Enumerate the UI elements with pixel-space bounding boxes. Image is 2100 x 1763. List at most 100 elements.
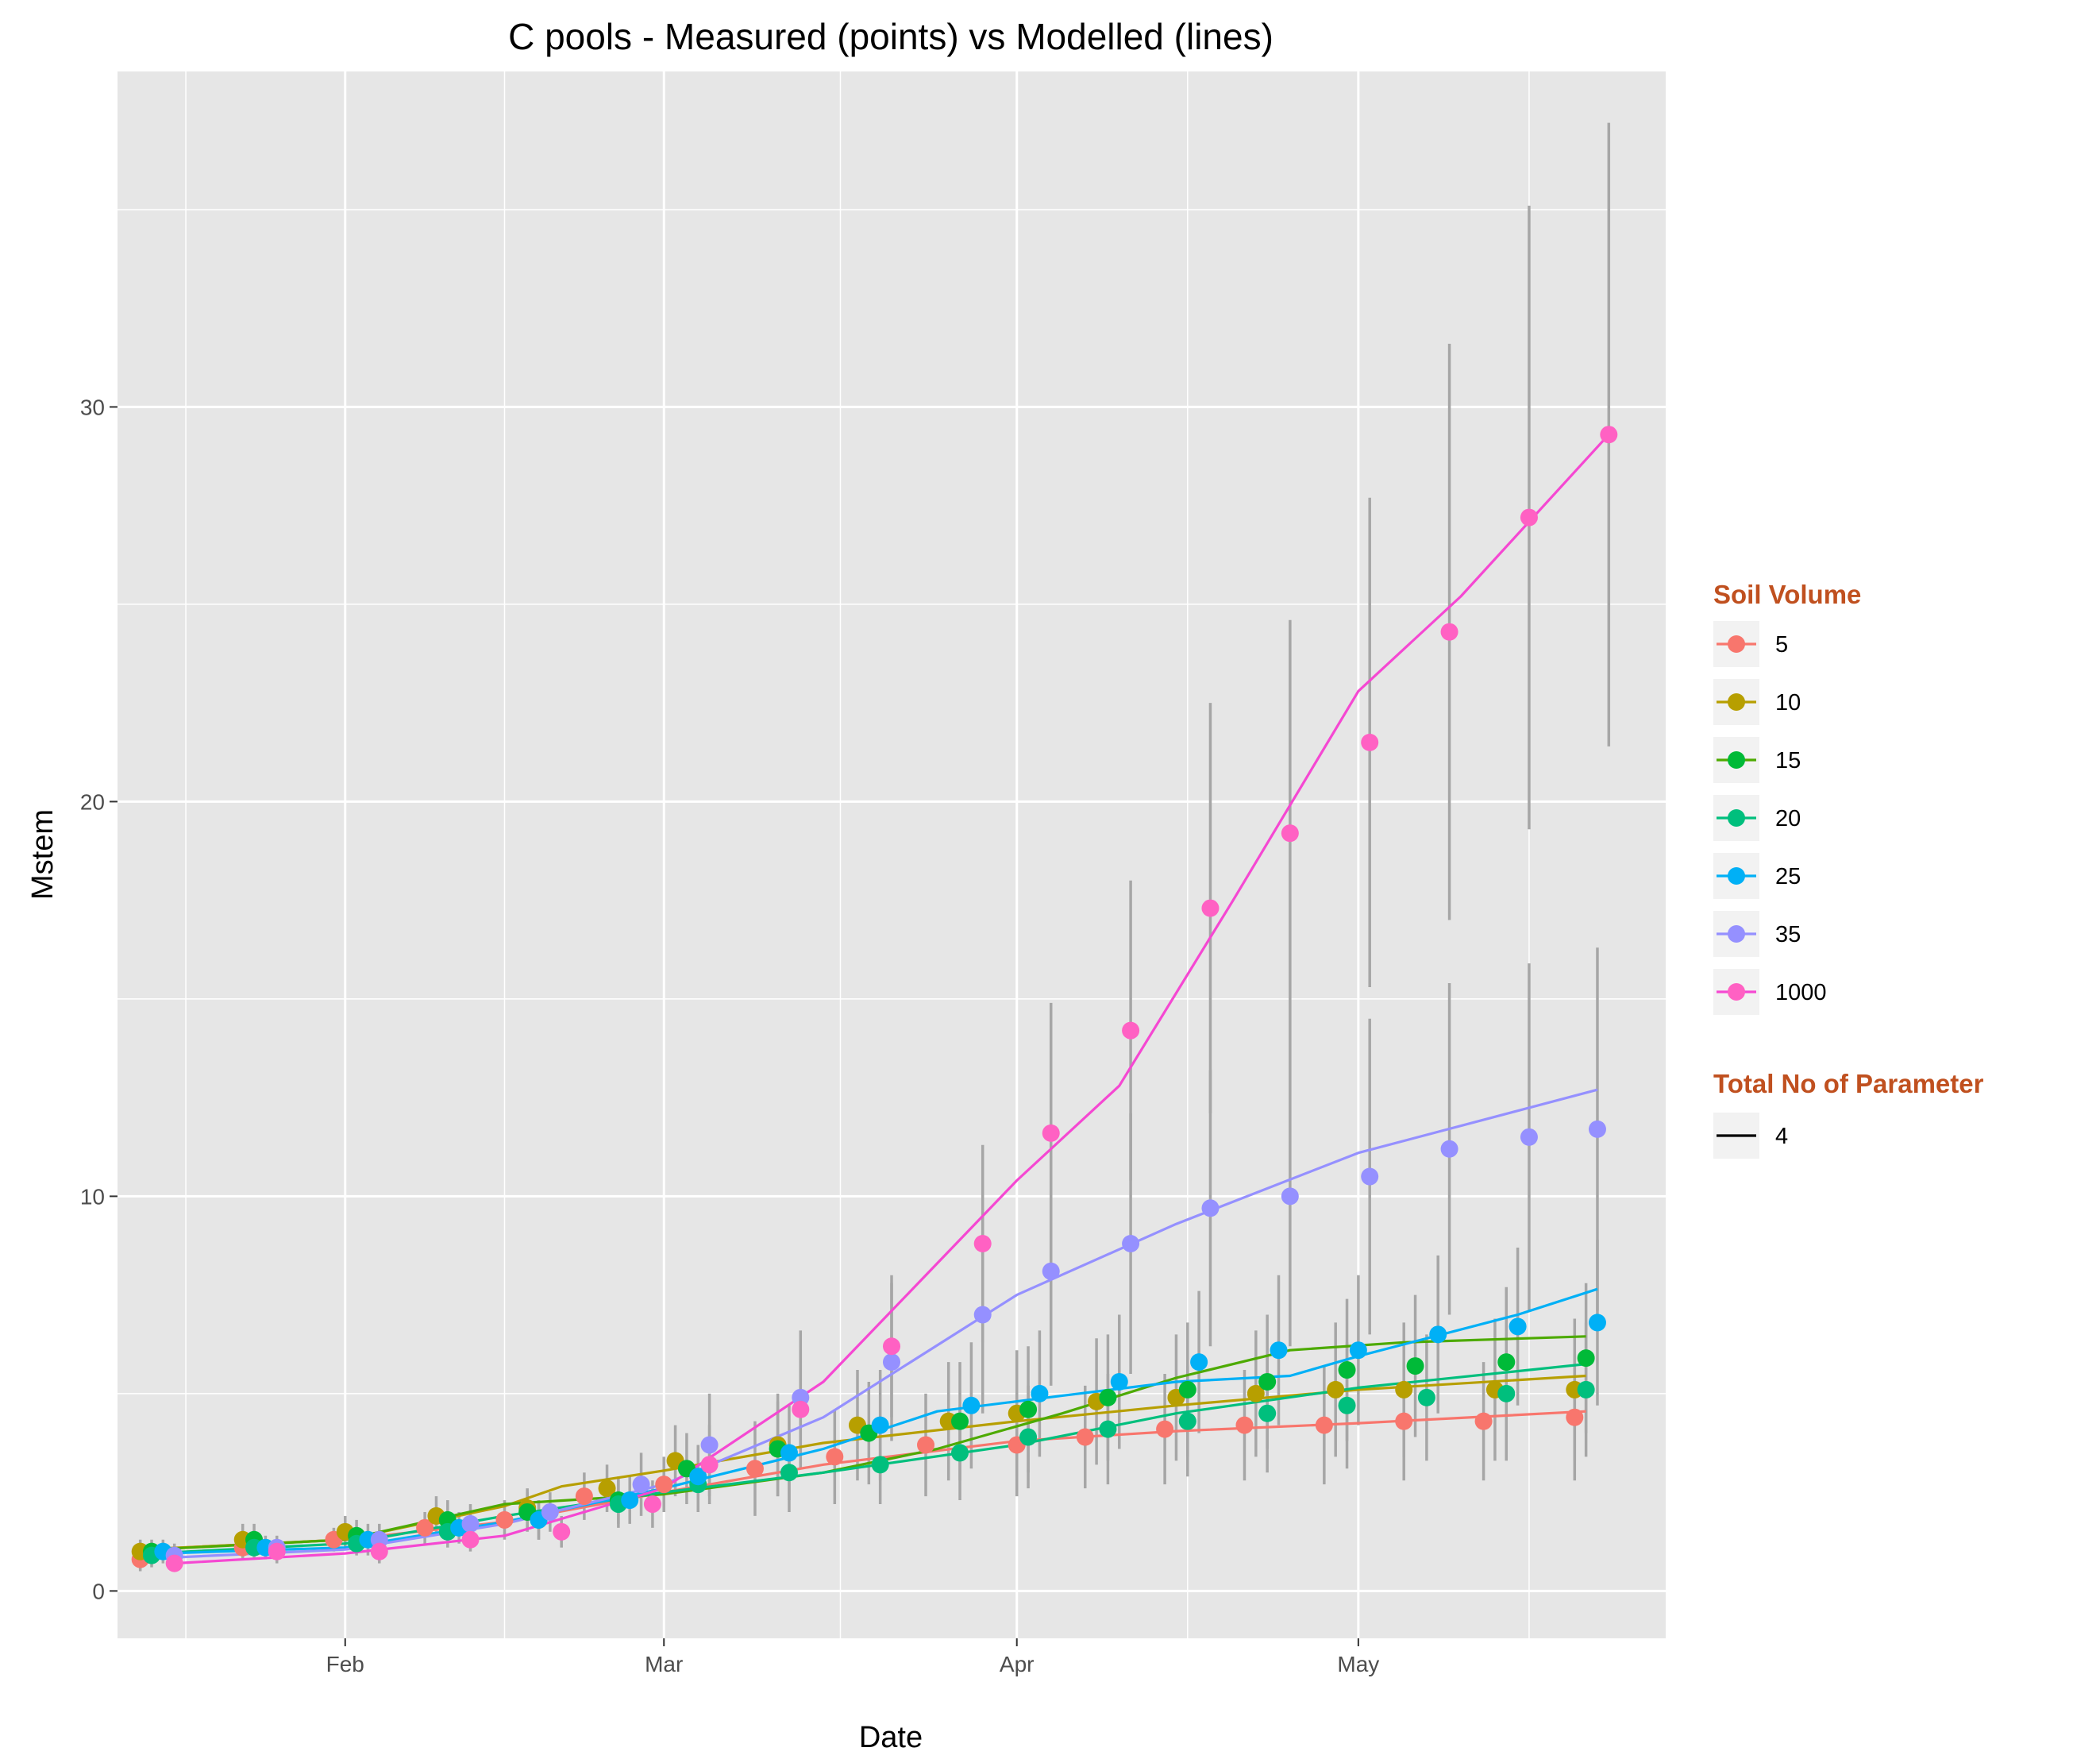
data-point-10 bbox=[1327, 1380, 1345, 1398]
data-point-25 bbox=[1031, 1384, 1049, 1402]
data-point-35 bbox=[461, 1514, 480, 1533]
legend-label-20: 20 bbox=[1775, 806, 1801, 831]
data-point-15 bbox=[1406, 1357, 1424, 1375]
data-point-35 bbox=[1042, 1262, 1060, 1280]
data-point-25 bbox=[1349, 1341, 1367, 1360]
data-point-1000 bbox=[1201, 899, 1220, 917]
data-point-15 bbox=[1258, 1372, 1277, 1391]
data-point-10 bbox=[1395, 1380, 1413, 1398]
data-point-20 bbox=[951, 1444, 969, 1462]
data-point-15 bbox=[1338, 1361, 1356, 1379]
chart-title: C pools - Measured (points) vs Modelled … bbox=[508, 16, 1273, 57]
data-point-5 bbox=[1566, 1408, 1584, 1426]
x-tick-label: Feb bbox=[326, 1652, 364, 1676]
legend-label-10: 10 bbox=[1775, 690, 1801, 716]
data-point-35 bbox=[1361, 1167, 1379, 1186]
data-point-35 bbox=[1281, 1187, 1299, 1206]
legend-key-point bbox=[1728, 983, 1745, 1001]
legend-label-25: 25 bbox=[1775, 864, 1801, 889]
data-point-25 bbox=[1190, 1353, 1208, 1371]
data-point-1000 bbox=[792, 1400, 810, 1418]
x-tick-label: Mar bbox=[645, 1652, 683, 1676]
data-point-20 bbox=[780, 1464, 798, 1482]
legend-title-soil-volume: Soil Volume bbox=[1713, 580, 1861, 609]
x-axis-title: Date bbox=[859, 1721, 923, 1754]
x-tick-label: Apr bbox=[1000, 1652, 1035, 1676]
data-point-35 bbox=[883, 1353, 900, 1371]
model-line-35 bbox=[174, 1088, 1598, 1559]
data-point-20 bbox=[1338, 1396, 1356, 1414]
data-point-5 bbox=[1315, 1416, 1333, 1434]
data-point-20 bbox=[1258, 1404, 1277, 1422]
data-point-25 bbox=[1588, 1314, 1606, 1332]
data-point-35 bbox=[1440, 1140, 1458, 1158]
data-point-35 bbox=[632, 1476, 650, 1494]
legend-key-point bbox=[1728, 751, 1745, 769]
data-point-5 bbox=[1474, 1412, 1493, 1430]
legend-key-point bbox=[1728, 925, 1745, 943]
data-point-1000 bbox=[643, 1495, 661, 1514]
data-point-10 bbox=[598, 1479, 616, 1498]
data-point-1000 bbox=[165, 1554, 183, 1572]
data-point-20 bbox=[871, 1456, 889, 1474]
legend-key-point bbox=[1728, 635, 1745, 653]
data-point-25 bbox=[871, 1416, 889, 1434]
model-line-20 bbox=[151, 1363, 1586, 1555]
y-tick-label: 30 bbox=[80, 395, 105, 419]
legend-key-point bbox=[1728, 867, 1745, 885]
data-point-1000 bbox=[268, 1542, 286, 1560]
data-point-25 bbox=[1509, 1317, 1527, 1336]
legend-key-point bbox=[1728, 693, 1745, 711]
data-point-15 bbox=[1178, 1380, 1196, 1398]
data-point-20 bbox=[1497, 1384, 1516, 1402]
data-point-25 bbox=[689, 1468, 707, 1486]
data-point-1000 bbox=[1042, 1124, 1060, 1142]
data-point-35 bbox=[700, 1436, 719, 1454]
data-point-15 bbox=[951, 1412, 969, 1430]
data-point-35 bbox=[1122, 1235, 1140, 1253]
legend: Soil Volume Total No of Parameter 5 10 15 2… bbox=[1713, 580, 1984, 1159]
data-point-20 bbox=[1577, 1380, 1595, 1398]
data-point-35 bbox=[1588, 1120, 1606, 1138]
data-point-5 bbox=[1076, 1428, 1094, 1446]
legend-label-1000: 1000 bbox=[1775, 980, 1827, 1005]
measured-points bbox=[131, 426, 1618, 1572]
data-point-1000 bbox=[370, 1542, 388, 1560]
data-point-20 bbox=[1019, 1428, 1038, 1446]
data-point-15 bbox=[1577, 1349, 1595, 1368]
data-point-5 bbox=[826, 1448, 844, 1466]
data-point-5 bbox=[1235, 1416, 1254, 1434]
legend-label-4: 4 bbox=[1775, 1124, 1788, 1149]
data-point-5 bbox=[917, 1436, 935, 1454]
legend-key-point bbox=[1728, 809, 1745, 827]
data-point-25 bbox=[962, 1396, 981, 1414]
data-point-1000 bbox=[883, 1337, 900, 1356]
data-point-1000 bbox=[1520, 508, 1538, 527]
data-point-25 bbox=[621, 1491, 639, 1510]
axes: 0 10 20 30 Feb Mar Apr May bbox=[80, 395, 1379, 1676]
data-point-1000 bbox=[1281, 824, 1299, 843]
data-point-15 bbox=[1099, 1388, 1117, 1406]
x-tick-label: May bbox=[1337, 1652, 1379, 1676]
y-tick-label: 10 bbox=[80, 1184, 105, 1209]
data-point-5 bbox=[416, 1518, 434, 1537]
legend-label-35: 35 bbox=[1775, 922, 1801, 947]
data-point-5 bbox=[575, 1487, 593, 1506]
data-point-15 bbox=[1497, 1353, 1516, 1371]
legend-label-15: 15 bbox=[1775, 748, 1801, 773]
data-point-25 bbox=[780, 1444, 798, 1462]
legend-title-total-no-of-parameter: Total No of Parameter bbox=[1713, 1069, 1984, 1098]
data-point-1000 bbox=[553, 1522, 571, 1541]
data-point-1000 bbox=[700, 1456, 719, 1474]
data-point-1000 bbox=[1600, 426, 1618, 444]
data-point-20 bbox=[1178, 1412, 1196, 1430]
data-point-1000 bbox=[1122, 1021, 1140, 1040]
data-point-5 bbox=[495, 1510, 514, 1529]
data-point-10 bbox=[1247, 1384, 1265, 1402]
y-tick-label: 0 bbox=[92, 1579, 105, 1603]
y-axis-title: Mstem bbox=[26, 809, 60, 900]
data-point-25 bbox=[1429, 1325, 1447, 1344]
data-point-15 bbox=[1019, 1400, 1038, 1418]
data-point-5 bbox=[655, 1476, 673, 1494]
